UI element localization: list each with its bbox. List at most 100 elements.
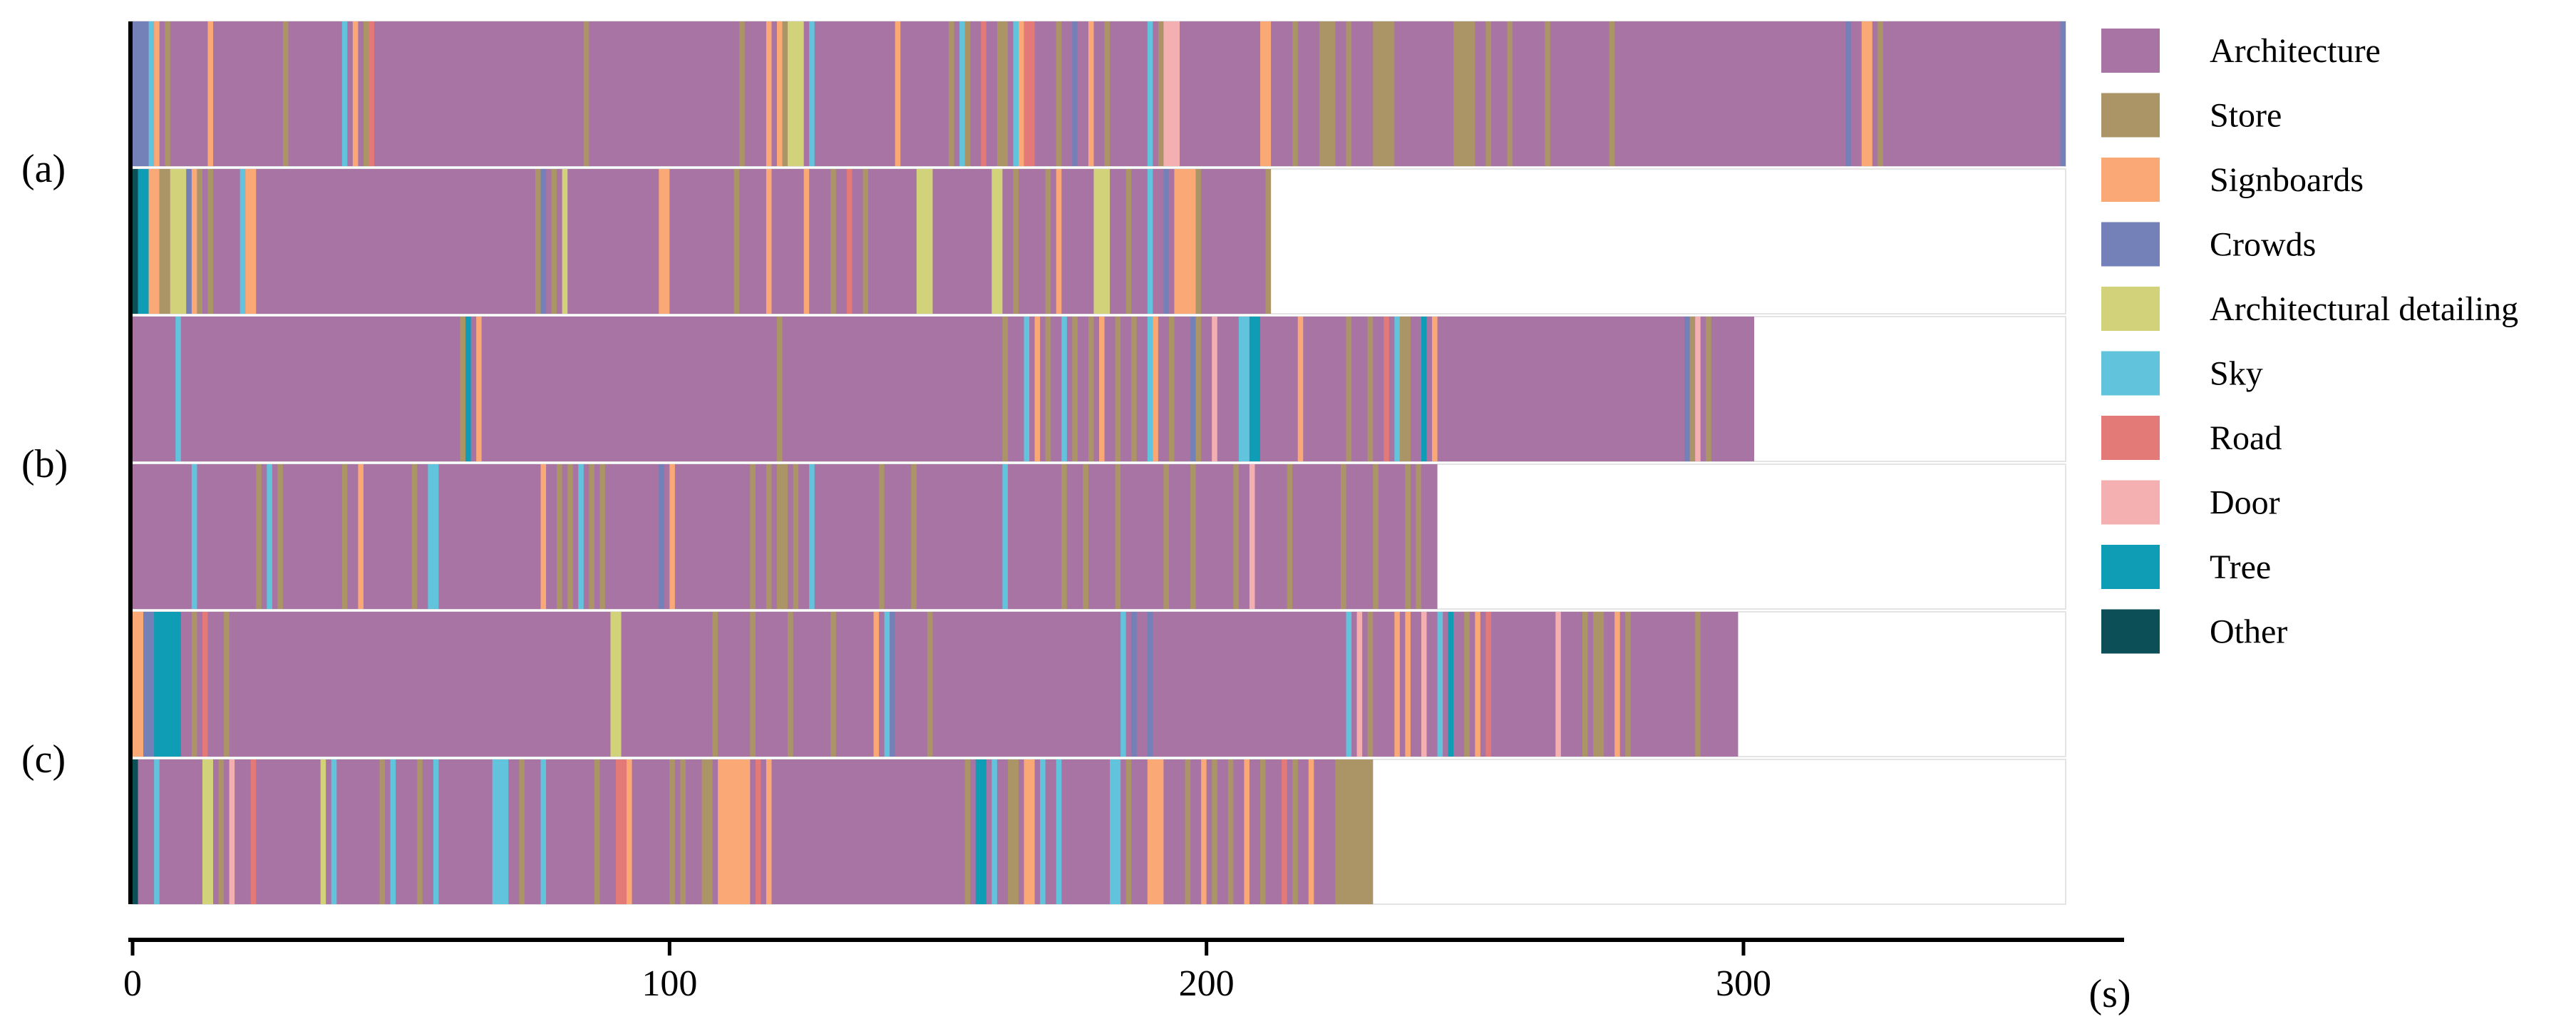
segment-sky [1040, 759, 1046, 904]
segment-store [777, 317, 783, 461]
segment-architectural-detailing [170, 169, 187, 314]
segment-sky [1061, 317, 1067, 461]
segment-signboards [1405, 612, 1411, 757]
segment-store [949, 21, 954, 166]
segment-store [1125, 169, 1132, 314]
segment-store [551, 169, 557, 314]
segment-store [1287, 464, 1293, 609]
segment-store [256, 464, 262, 609]
segment-signboards [1056, 169, 1062, 314]
segment-store [996, 21, 1008, 166]
segment-store [363, 21, 369, 166]
segment-crowds [1684, 317, 1690, 461]
segment-other [133, 169, 138, 314]
segment-signboards [245, 169, 257, 314]
legend-label: Store [2210, 97, 2282, 135]
legend-item: Store [2101, 93, 2282, 138]
segment-store [1319, 21, 1336, 166]
segment-signboards [207, 21, 213, 166]
segment-sky [492, 759, 509, 904]
segment-signboards [1394, 612, 1400, 757]
segment-signboards [358, 464, 364, 609]
legend-swatch [2101, 480, 2160, 525]
segment-architectural-detailing [1093, 169, 1111, 314]
segment-signboards [1260, 21, 1272, 166]
segment-architectural-detailing [562, 169, 568, 314]
segment-crowds [143, 612, 155, 757]
segment-sky [884, 612, 890, 757]
segment-sky [390, 759, 396, 904]
segment-architectural-detailing [202, 759, 213, 904]
legend-item: Signboards [2101, 158, 2364, 202]
segment-signboards [1308, 759, 1314, 904]
group-label: (a) [21, 147, 66, 191]
segment-store [165, 21, 170, 166]
segment-tree [1448, 612, 1454, 757]
segment-architectural-detailing [991, 169, 1003, 314]
segment-tree [1421, 317, 1427, 461]
segment-signboards [766, 169, 772, 314]
segment-crowds [890, 612, 895, 757]
legend-swatch [2101, 287, 2160, 331]
segment-store [1416, 464, 1421, 609]
segment-signboards [766, 759, 772, 904]
segment-signboards [1432, 317, 1438, 461]
legend-label: Tree [2210, 548, 2271, 586]
segment-store [669, 759, 675, 904]
segment-sky [1346, 612, 1352, 757]
legend-item: Sky [2101, 351, 2263, 396]
segment-store [1877, 21, 1883, 166]
segment-sky [959, 21, 965, 166]
legend-swatch [2101, 609, 2160, 654]
legend-item: Architectural detailing [2101, 287, 2518, 331]
segment-store [1002, 317, 1008, 461]
segment-road [369, 21, 374, 166]
segment-sky [433, 759, 439, 904]
timeline-row-c1 [132, 611, 2066, 757]
segment-store [519, 759, 525, 904]
segment-sky [148, 21, 155, 166]
segment-architecture [133, 21, 2066, 166]
segment-sky [1002, 464, 1008, 609]
segment-store [197, 169, 202, 314]
segment-store [1706, 317, 1711, 461]
segment-crowds [1845, 21, 1851, 166]
segment-store [1131, 317, 1137, 461]
segment-signboards [1019, 21, 1024, 166]
segment-store [224, 612, 230, 757]
segment-architectural-detailing [916, 169, 933, 314]
segment-road [1485, 612, 1491, 757]
segment-signboards [766, 21, 772, 166]
segment-signboards [476, 317, 482, 461]
segment-signboards [148, 169, 160, 314]
segment-store [964, 21, 971, 166]
segment-store [1265, 169, 1272, 314]
segment-tree [465, 317, 471, 461]
segment-signboards [777, 21, 783, 166]
legend-label: Architectural detailing [2210, 290, 2518, 328]
segment-door [1695, 317, 1701, 461]
legend-swatch [2101, 29, 2160, 73]
segment-store [1593, 612, 1604, 757]
segment-sky [1238, 317, 1250, 461]
segment-signboards [191, 169, 197, 314]
segment-store [583, 21, 589, 166]
segment-crowds [1131, 612, 1137, 757]
segment-store [567, 464, 573, 609]
x-axis: 0 100 200 300 (s) [123, 21, 2131, 1016]
segment-tree [975, 759, 986, 904]
segment-signboards [1174, 169, 1196, 314]
legend-item: Road [2101, 416, 2282, 460]
segment-architecture [133, 612, 1738, 757]
segment-store [1212, 759, 1217, 904]
segment-signboards [1244, 759, 1250, 904]
segment-store [159, 169, 170, 314]
segment-sky [578, 464, 584, 609]
segment-tree [154, 612, 181, 757]
segment-road [846, 169, 852, 314]
segment-store [1485, 21, 1491, 166]
segment-signboards [718, 759, 751, 904]
segment-crowds [186, 169, 192, 314]
segment-store [1056, 21, 1062, 166]
